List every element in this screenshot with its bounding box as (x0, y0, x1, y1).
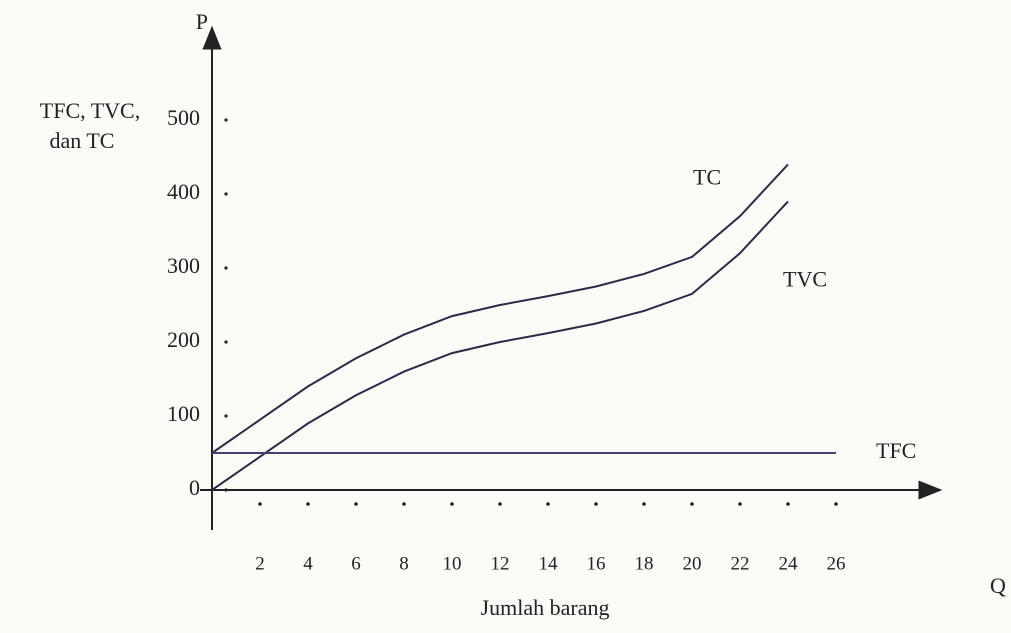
y-tick (224, 414, 227, 417)
x-tick-label: 12 (491, 553, 510, 574)
x-tick-label: 14 (539, 553, 559, 574)
x-tick (642, 502, 646, 506)
y-tick (224, 266, 227, 269)
x-tick (546, 502, 550, 506)
x-axis-symbol: Q (990, 573, 1006, 598)
x-tick (306, 502, 310, 506)
y-tick-label: 200 (167, 327, 200, 352)
series-label: TFC (876, 438, 916, 463)
x-tick (498, 502, 502, 506)
x-label: Jumlah barang (481, 595, 610, 620)
x-tick-label: 26 (827, 553, 846, 574)
x-tick (834, 502, 838, 506)
series-line (212, 201, 788, 490)
series-label: TVC (783, 266, 827, 291)
y-tick-label: 0 (189, 475, 200, 500)
x-tick (402, 502, 406, 506)
chart: P Q TFC, TVC, dan TC Jumlah barang 0 100 2… (0, 0, 1011, 633)
x-tick (786, 502, 790, 506)
y-tick-label: 300 (167, 253, 200, 278)
y-tick-label: 500 (167, 105, 200, 130)
x-tick-label: 10 (443, 553, 462, 574)
x-tick-label: 20 (683, 553, 702, 574)
y-tick (224, 340, 227, 343)
y-tick (224, 192, 227, 195)
x-tick-label: 18 (635, 553, 654, 574)
x-tick (690, 502, 694, 506)
x-tick-label: 16 (587, 553, 606, 574)
x-tick (594, 502, 598, 506)
x-tick-label: 24 (779, 553, 799, 574)
x-tick-label: 4 (303, 553, 313, 574)
x-tick-label: 8 (399, 553, 409, 574)
y-tick (224, 488, 227, 491)
y-tick-label: 100 (167, 401, 200, 426)
series-line (212, 164, 788, 453)
x-tick-label: 6 (351, 553, 361, 574)
x-tick (450, 502, 454, 506)
y-axis-symbol: P (196, 9, 208, 34)
series-label: TC (693, 164, 721, 189)
y-tick-label: 400 (167, 179, 200, 204)
x-tick-label: 22 (731, 553, 750, 574)
x-tick (258, 502, 262, 506)
y-tick (224, 118, 227, 121)
y-label: TFC, TVC, (40, 98, 140, 123)
x-tick-label: 2 (255, 553, 265, 574)
x-tick (738, 502, 742, 506)
x-tick (354, 502, 358, 506)
y-label: dan TC (50, 128, 115, 153)
